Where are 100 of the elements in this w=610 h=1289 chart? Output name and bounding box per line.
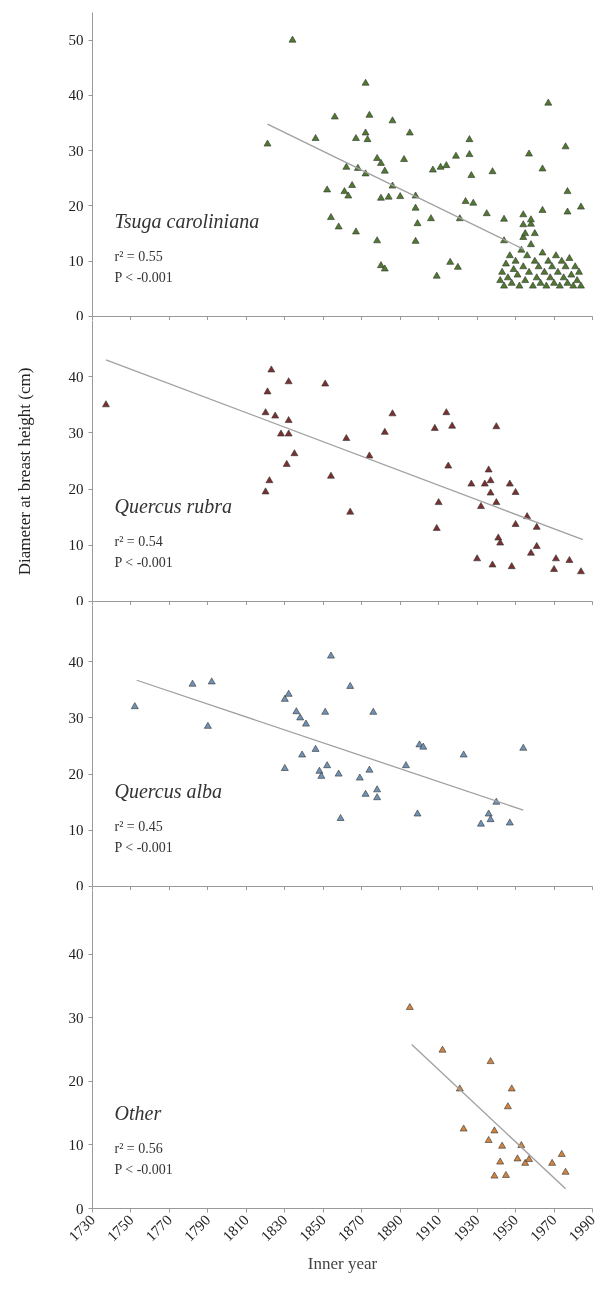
point	[298, 750, 306, 758]
y-tick-label: 40	[68, 87, 84, 104]
point	[327, 651, 335, 659]
y-tick-label: 0	[76, 877, 84, 894]
y-tick-label: 30	[68, 142, 84, 159]
point	[296, 713, 304, 721]
point	[365, 765, 374, 773]
point	[532, 542, 541, 549]
series-label: Quercus rubra	[114, 494, 233, 517]
point	[346, 507, 354, 515]
point	[277, 429, 285, 437]
text: Tsuga caroliniana	[114, 209, 260, 233]
y-tick-label: 0	[76, 307, 84, 324]
point	[131, 702, 139, 709]
point	[342, 434, 351, 441]
point	[261, 408, 270, 415]
y-tick-label: 40	[68, 653, 84, 670]
point	[557, 1150, 566, 1157]
point	[486, 476, 495, 483]
point	[327, 471, 335, 479]
point	[486, 815, 495, 822]
point	[442, 408, 451, 415]
point	[284, 689, 293, 697]
point	[413, 809, 422, 817]
point	[373, 785, 381, 793]
y-tick-label: 30	[68, 424, 84, 441]
point	[473, 554, 481, 562]
point	[281, 764, 289, 771]
point	[494, 533, 503, 541]
annotation: P < -0.001	[114, 839, 173, 855]
annotation: P < -0.001	[114, 554, 173, 570]
point	[438, 1045, 447, 1053]
point	[492, 422, 501, 430]
point	[265, 476, 274, 483]
y-tick-label: 20	[68, 481, 84, 498]
point	[525, 1155, 533, 1162]
point	[565, 556, 574, 563]
point	[284, 377, 293, 385]
point	[502, 1171, 510, 1178]
annotation: r² = 0.54	[114, 533, 163, 549]
point	[321, 379, 329, 387]
y-tick-label: 20	[68, 766, 84, 783]
y-tick-label: 20	[68, 1073, 84, 1090]
point	[346, 682, 354, 689]
y-tick-label: 50	[68, 32, 84, 49]
point	[419, 742, 428, 750]
point	[434, 498, 443, 505]
point	[102, 400, 110, 408]
point	[506, 818, 514, 826]
point	[527, 548, 535, 556]
point	[271, 411, 279, 419]
point	[302, 719, 310, 727]
point	[284, 429, 293, 437]
annotation: r² = 0.55	[114, 248, 163, 264]
point	[511, 520, 520, 527]
point	[267, 365, 276, 373]
point	[321, 707, 329, 715]
point	[281, 695, 289, 702]
point	[459, 750, 468, 758]
point	[481, 479, 489, 487]
point	[498, 1141, 506, 1149]
point	[263, 387, 272, 395]
point	[490, 1126, 499, 1134]
point	[550, 565, 558, 572]
point	[511, 488, 520, 495]
point	[484, 1136, 493, 1143]
annotation: P < -0.001	[114, 269, 173, 285]
point	[477, 502, 485, 509]
point	[486, 488, 495, 496]
point	[292, 707, 301, 715]
y-tick-label: 30	[68, 1009, 84, 1026]
y-tick-label: 0	[76, 592, 84, 609]
annotation: P < -0.001	[114, 1161, 173, 1177]
point	[188, 679, 197, 687]
point	[532, 522, 541, 530]
point	[490, 1171, 499, 1179]
point	[506, 479, 514, 487]
point	[519, 743, 528, 751]
x-axis-title: Inner year	[307, 1253, 378, 1273]
point	[356, 773, 364, 781]
point	[336, 814, 345, 821]
y-tick-label: 0	[76, 1200, 84, 1217]
point	[552, 554, 560, 562]
point	[406, 1003, 414, 1010]
point	[492, 498, 501, 505]
y-tick-label: 10	[68, 253, 84, 270]
y-tick-label: 10	[68, 822, 84, 839]
y-tick-label: 10	[68, 537, 84, 554]
point	[381, 428, 389, 435]
point	[484, 465, 493, 473]
point	[477, 819, 485, 827]
point	[488, 560, 497, 568]
point	[369, 707, 378, 715]
point	[432, 524, 441, 531]
point	[513, 1154, 522, 1162]
y-tick-label: 20	[68, 197, 84, 214]
point	[484, 809, 493, 817]
text: Quercus alba	[114, 779, 223, 802]
point	[402, 761, 410, 768]
y-axis-title: Diameter at breast height (cm)	[15, 367, 35, 576]
